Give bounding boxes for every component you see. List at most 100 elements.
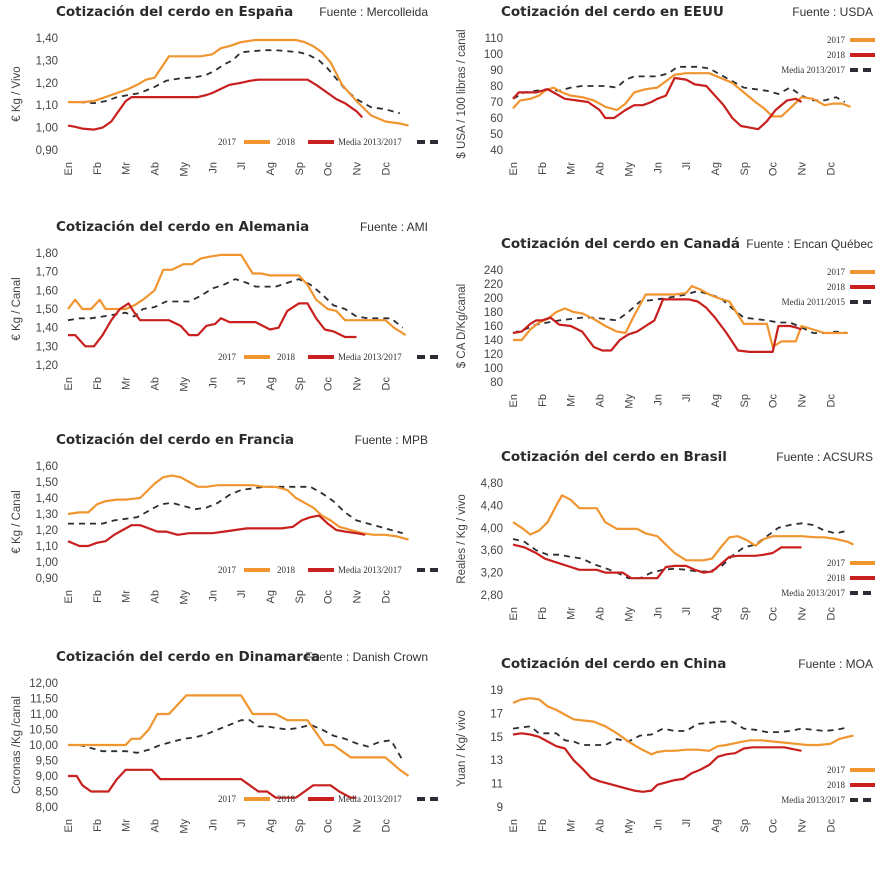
x-tick-label: Sp <box>739 607 751 620</box>
chart-title: Cotización del cerdo en EEUU <box>501 4 724 20</box>
x-tick-label: En <box>63 162 75 175</box>
y-tick-label: 15 <box>490 732 503 744</box>
y-axis-label: € Kg / Vivo <box>11 66 23 121</box>
y-tick-label: 80 <box>490 81 503 93</box>
chart-svg-canada: Cotización del cerdo en Canadá Fuente : E… <box>456 236 875 409</box>
x-tick-label: Ab <box>595 162 607 175</box>
series-line-y2017 <box>67 474 409 541</box>
legend-label: 2017 <box>827 765 846 775</box>
x-tick-label: Dc <box>825 819 837 833</box>
x-tick-label: Mr <box>566 607 578 620</box>
y-tick-label: 1,40 <box>36 33 58 45</box>
y-tick-label: 8,00 <box>36 802 58 814</box>
x-tick-label: Jn <box>207 377 219 389</box>
y-axis-label: $ CA D/Kg/canal <box>456 284 468 368</box>
legend-item-y2018: 2018 <box>277 565 334 575</box>
x-tick-label: Ag <box>265 819 277 832</box>
x-tick-label: En <box>508 162 520 175</box>
x-tick-label: Sp <box>294 819 306 832</box>
y-tick-label: 1,60 <box>36 461 58 473</box>
y-tick-label: 3,60 <box>481 545 503 557</box>
x-tick-label: Nv <box>797 162 809 176</box>
y-tick-label: 10,50 <box>29 725 58 737</box>
legend-item-y2018: 2018 <box>277 794 334 804</box>
legend-label: Media 2013/2017 <box>781 65 845 75</box>
legend-label: 2017 <box>218 352 237 362</box>
x-tick-label: Sp <box>739 162 751 175</box>
legend-swatch <box>417 797 425 801</box>
y-axis-label: € Kg / Canal <box>11 490 23 553</box>
chart-source: Fuente : MOA <box>798 657 873 671</box>
legend-swatch <box>244 797 270 801</box>
y-tick-label: 80 <box>490 377 503 389</box>
y-tick-label: 160 <box>484 321 503 333</box>
chart-source: Fuente : AMI <box>360 220 428 234</box>
x-tick-label: Nv <box>352 819 364 833</box>
legend-swatch <box>308 797 334 801</box>
legend-item-media: Media 2011/2015 <box>782 297 871 307</box>
series-line-y2018 <box>68 768 357 799</box>
legend-swatch <box>430 568 438 572</box>
legend-swatch <box>850 576 875 580</box>
x-tick-label: Ab <box>595 607 607 620</box>
x-tick-label: Jn <box>652 162 664 174</box>
x-tick-label: Ag <box>265 377 277 390</box>
x-tick-label: Ab <box>150 377 162 390</box>
legend-item-media: Media 2013/2017 <box>338 565 438 575</box>
legend-swatch <box>850 561 875 565</box>
legend-label: Media 2013/2017 <box>781 588 845 598</box>
series-line-y2017 <box>512 494 854 562</box>
chart-title: Cotización del cerdo en España <box>56 4 293 20</box>
y-tick-label: 1,60 <box>36 285 58 297</box>
x-tick-label: Fb <box>92 590 104 603</box>
y-tick-label: 90 <box>490 65 503 77</box>
x-tick-label: Ag <box>710 819 722 832</box>
chart-canada: Cotización del cerdo en Canadá Fuente : E… <box>445 232 885 444</box>
x-tick-label: My <box>623 607 635 622</box>
x-tick-label: Oc <box>768 162 780 177</box>
legend-swatch <box>850 798 858 802</box>
y-tick-label: 2,80 <box>481 590 503 602</box>
legend-label: Media 2013/2017 <box>338 565 402 575</box>
y-tick-label: 11,00 <box>30 709 58 721</box>
y-tick-label: 180 <box>484 307 503 319</box>
x-tick-label: Dc <box>825 162 837 176</box>
legend-item-y2017: 2017 <box>218 352 270 362</box>
x-tick-label: Mr <box>566 394 578 407</box>
x-tick-label: Fb <box>537 162 549 175</box>
x-tick-label: Ag <box>710 162 722 175</box>
y-tick-label: 1,30 <box>36 509 58 521</box>
x-tick-label: Jn <box>652 607 664 619</box>
series-line-y2017 <box>513 284 848 349</box>
y-tick-label: 110 <box>485 33 503 45</box>
legend-swatch <box>308 140 334 144</box>
x-tick-label: En <box>63 590 75 603</box>
x-tick-label: Jl <box>681 162 693 170</box>
legend-label: 2018 <box>827 50 846 60</box>
x-tick-label: Jl <box>236 162 248 170</box>
series-line-media <box>68 49 401 115</box>
x-tick-label: Ab <box>595 819 607 832</box>
y-tick-label: 4,80 <box>481 478 503 490</box>
chart-brasil: Cotización del cerdo en Brasil Fuente : A… <box>445 445 885 657</box>
y-tick-label: 13 <box>490 755 503 767</box>
y-tick-label: 9 <box>497 802 503 814</box>
legend-label: 2018 <box>277 794 296 804</box>
chart-title: Cotización del cerdo en Dinamarca <box>56 649 320 665</box>
chart-source: Fuente : MPB <box>355 433 428 447</box>
y-tick-label: 1,30 <box>36 55 58 67</box>
chart-svg-dinamarca: Cotización del cerdo en DinamarcaFuente … <box>11 649 438 834</box>
legend-label: 2018 <box>277 352 296 362</box>
series-line-y2018 <box>512 76 803 131</box>
legend-label: 2017 <box>218 565 237 575</box>
x-tick-label: Nv <box>352 377 364 391</box>
x-tick-label: Jn <box>207 162 219 174</box>
legend-label: 2018 <box>827 282 846 292</box>
x-tick-label: Sp <box>294 590 306 603</box>
legend-swatch <box>850 38 875 42</box>
chart-francia: Cotización del cerdo en Francia Fuente : … <box>0 428 442 640</box>
legend-swatch <box>850 53 875 57</box>
x-tick-label: Dc <box>825 607 837 621</box>
x-tick-label: Oc <box>768 607 780 622</box>
y-tick-label: 1,10 <box>36 541 58 553</box>
